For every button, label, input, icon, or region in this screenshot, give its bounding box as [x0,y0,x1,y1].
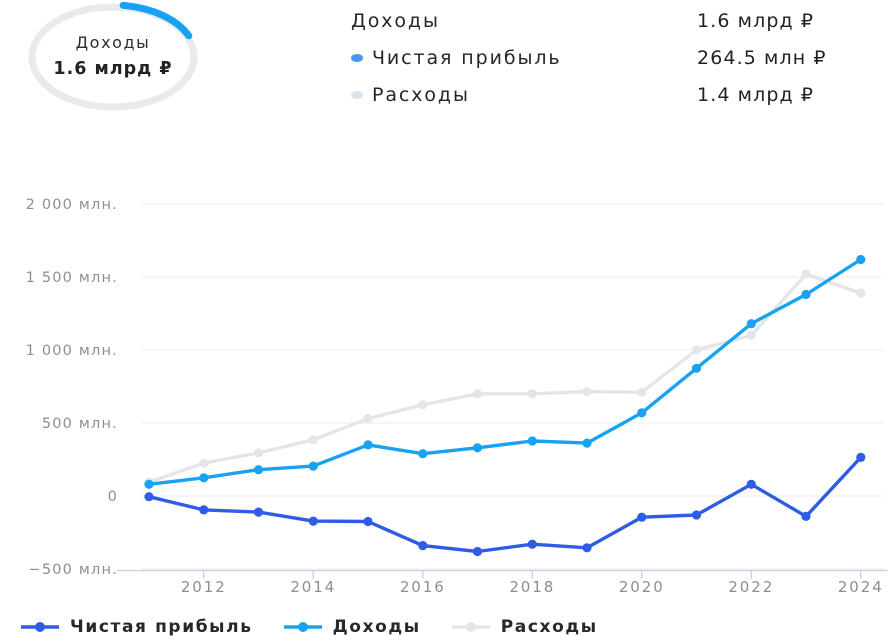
data-point-net-profit[interactable] [856,452,866,462]
series-line-expenses [147,272,863,484]
summary-row-net-profit[interactable]: Чистая прибыль 264.5 млн ₽ [351,39,883,76]
income-donut-widget[interactable]: Доходы 1.6 млрд ₽ [0,0,226,124]
data-point-income[interactable] [199,473,209,483]
y-axis-label: 1 000 млн. [26,343,118,359]
y-axis-label: 2 000 млн. [26,197,118,213]
data-point-income[interactable] [363,440,373,450]
expenses-dot-icon [351,90,363,99]
data-point-net-profit[interactable] [691,510,702,520]
data-point-expenses[interactable] [253,448,264,458]
data-point-net-profit[interactable] [637,512,647,522]
summary-legend: Доходы 1.6 млрд ₽ Чистая прибыль 264.5 м… [351,2,883,113]
x-axis-label: 2012 [181,578,227,596]
data-point-net-profit[interactable] [418,541,428,551]
y-axis-label: 0 [108,489,118,505]
summary-value: 264.5 млн ₽ [697,46,827,69]
data-point-expenses[interactable] [527,389,537,399]
data-point-expenses[interactable] [801,269,811,279]
data-point-net-profit[interactable] [527,539,537,549]
series-line-income [147,257,863,486]
summary-label: Расходы [372,83,470,106]
data-point-expenses[interactable] [418,400,428,410]
summary-row-expenses[interactable]: Расходы 1.4 млрд ₽ [351,76,883,113]
data-point-income[interactable] [418,449,428,459]
data-point-income[interactable] [582,438,592,448]
data-point-income[interactable] [637,408,647,418]
data-point-income[interactable] [746,319,756,329]
data-point-expenses[interactable] [582,387,592,397]
data-point-expenses[interactable] [856,288,866,298]
data-point-net-profit[interactable] [801,511,811,521]
donut-chart [28,1,198,111]
summary-row-income[interactable]: Доходы 1.6 млрд ₽ [351,2,883,39]
chart-legend: Чистая прибыль Доходы Расходы [20,617,598,637]
x-axis-label: 2014 [290,578,336,596]
summary-label: Доходы [351,9,440,32]
data-point-net-profit[interactable] [253,507,264,517]
legend-label: Чистая прибыль [70,617,253,637]
x-axis-label: 2020 [619,578,665,596]
donut-ring [28,3,198,111]
x-axis-label: 2016 [400,578,446,596]
data-point-income[interactable] [253,465,264,475]
legend-marker-expenses-icon [451,622,490,632]
data-point-expenses[interactable] [199,458,209,468]
data-point-income[interactable] [801,289,811,300]
donut-label: Доходы [75,33,151,52]
donut-value: 1.6 млрд ₽ [53,59,173,79]
data-point-income[interactable] [144,479,154,489]
data-point-income[interactable] [691,363,702,373]
data-point-income[interactable] [472,443,483,453]
data-point-expenses[interactable] [472,389,483,399]
data-point-net-profit[interactable] [746,479,756,489]
legend-marker-income-icon [283,622,322,632]
x-axis-label: 2022 [728,578,774,596]
donut-arc-segment [119,1,193,40]
data-point-net-profit[interactable] [363,516,373,527]
data-point-net-profit[interactable] [582,543,592,553]
legend-label: Доходы [332,617,421,637]
data-point-net-profit[interactable] [199,505,209,515]
y-axis-label: −500 млн. [28,562,118,578]
legend-marker-net-profit-icon [21,622,59,632]
data-point-expenses[interactable] [637,387,647,397]
data-point-net-profit[interactable] [308,516,318,526]
summary-label: Чистая прибыль [372,46,562,69]
summary-value: 1.6 млрд ₽ [697,9,815,32]
series-line-net-profit [147,455,863,554]
data-point-expenses[interactable] [691,345,702,355]
data-point-expenses[interactable] [746,330,756,340]
legend-item-net-profit[interactable]: Чистая прибыль [20,617,253,637]
x-axis-label: 2018 [509,578,555,596]
y-axis-label: 500 млн. [42,416,118,432]
data-point-income[interactable] [527,436,537,446]
legend-label: Расходы [500,617,598,637]
y-axis-label: 1 500 млн. [26,270,118,286]
data-point-net-profit[interactable] [472,546,483,557]
x-axis-label: 2024 [838,578,884,596]
data-point-income[interactable] [856,254,866,265]
legend-item-income[interactable]: Доходы [283,617,421,637]
data-point-expenses[interactable] [363,414,373,424]
legend-item-expenses[interactable]: Расходы [451,617,598,637]
data-point-income[interactable] [308,461,318,471]
data-point-net-profit[interactable] [144,492,154,502]
net-profit-dot-icon [351,53,363,62]
data-point-expenses[interactable] [308,435,318,445]
summary-value: 1.4 млрд ₽ [697,83,815,106]
